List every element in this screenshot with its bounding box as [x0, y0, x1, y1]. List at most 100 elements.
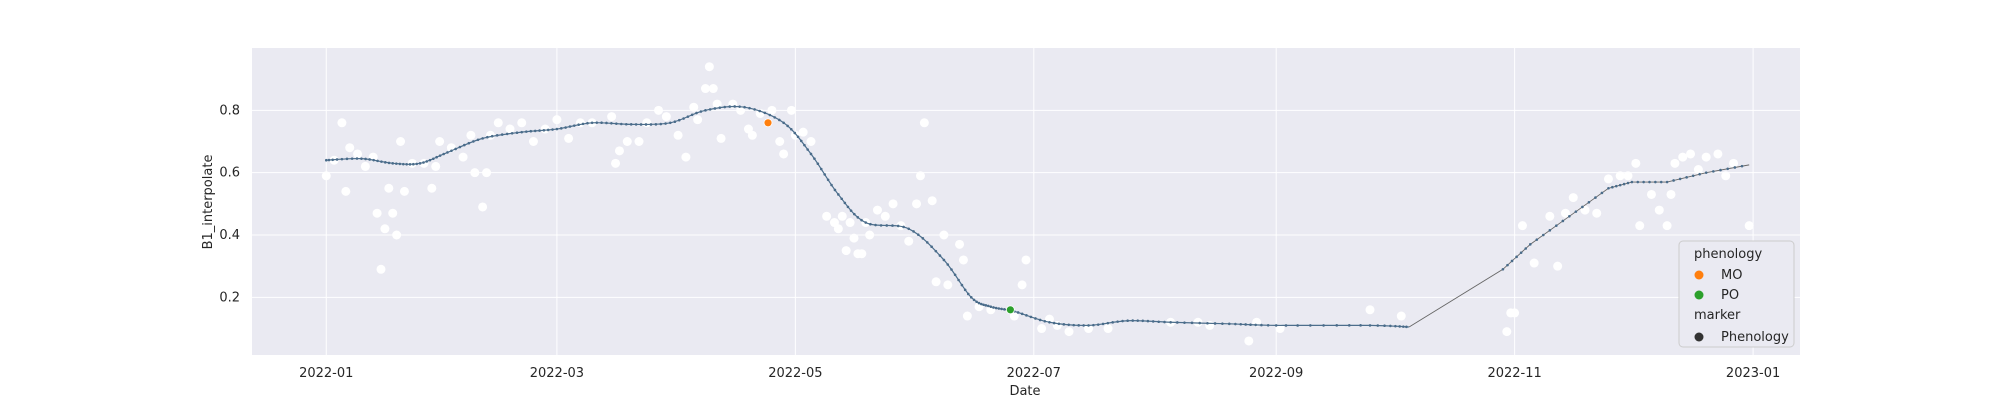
curve-point: [793, 131, 797, 135]
curve-point: [1244, 323, 1247, 326]
observation-point: [1713, 149, 1723, 159]
curve-point: [950, 268, 953, 271]
curve-point: [763, 111, 767, 115]
curve-point: [738, 105, 741, 108]
legend-box: [1678, 240, 1795, 348]
curve-point: [654, 123, 658, 126]
curve-point: [1607, 186, 1610, 190]
observation-point: [1592, 208, 1602, 218]
observation-point: [466, 130, 476, 140]
observation-point: [849, 233, 859, 243]
curve-point: [682, 117, 685, 120]
curve-point: [664, 122, 667, 125]
curve-point: [699, 110, 703, 113]
curve-point: [529, 129, 533, 133]
curve-point: [826, 178, 830, 182]
curve-point: [733, 105, 736, 108]
curve-point: [790, 127, 793, 131]
observation-point: [1654, 205, 1664, 215]
observation-point: [865, 230, 875, 240]
plot-background: [252, 48, 1800, 355]
curve-point: [395, 162, 398, 165]
observation-point: [798, 127, 808, 137]
curve-point: [364, 157, 367, 161]
observation-point: [845, 218, 855, 228]
observation-point: [564, 133, 574, 143]
observation-point: [384, 183, 394, 193]
legend-marker-title: marker: [1694, 308, 1741, 323]
grid-lines: [252, 48, 1800, 355]
curve-point: [1274, 324, 1278, 327]
observation-point: [435, 137, 445, 147]
curve-point: [555, 127, 559, 131]
observation-point: [478, 202, 488, 212]
curve-point: [1025, 314, 1028, 317]
observation-point: [517, 118, 527, 128]
observation-point: [1021, 255, 1031, 265]
observation-point: [1560, 208, 1570, 218]
observation-point: [958, 255, 968, 265]
curve-point: [1239, 322, 1243, 326]
observation-point: [822, 211, 832, 221]
curve-point: [695, 111, 698, 115]
observation-point: [1701, 152, 1711, 162]
observation-point: [1205, 320, 1215, 330]
curve-point: [1402, 325, 1405, 328]
observation-point: [431, 161, 441, 171]
curve-point: [869, 222, 872, 226]
observation-point: [1517, 221, 1527, 231]
curve-point: [1136, 319, 1140, 322]
curve-point: [1284, 324, 1288, 327]
curve-point: [748, 106, 751, 110]
curve-point: [551, 128, 554, 131]
curve-point: [803, 143, 806, 147]
observation-point: [1396, 311, 1406, 321]
observation-point: [622, 137, 632, 147]
curve-point: [934, 249, 938, 253]
curve-point: [1561, 219, 1565, 223]
observation-point: [872, 205, 882, 215]
curve-point: [398, 162, 402, 166]
curve-point: [415, 162, 418, 166]
curve-point: [982, 303, 985, 307]
curve-point: [1383, 324, 1386, 328]
curve-point: [1376, 324, 1380, 327]
observation-point: [1244, 336, 1254, 346]
curve-point: [458, 145, 462, 149]
curve-point: [921, 237, 925, 240]
curve-point: [743, 105, 746, 109]
legend-mo-label: MO: [1721, 268, 1742, 283]
observation-point: [321, 171, 331, 181]
curve-point: [446, 151, 449, 154]
y-axis-label: B1_interpolate: [201, 155, 216, 250]
curve-point: [1648, 180, 1651, 184]
curve-point: [1092, 323, 1095, 327]
curve-point: [476, 138, 480, 142]
curve-point: [1198, 321, 1202, 325]
curve-point: [1227, 322, 1231, 326]
curve-point: [758, 109, 762, 113]
observation-point: [493, 118, 503, 128]
curve-point: [450, 149, 453, 153]
observation-point: [927, 196, 937, 206]
curve-point: [486, 135, 489, 139]
observation-point: [1615, 171, 1625, 181]
curve-point: [360, 157, 363, 160]
curve-point: [1611, 185, 1614, 189]
observation-point: [337, 118, 347, 128]
observation-point: [427, 183, 437, 193]
curve-point: [538, 129, 541, 132]
observation-point: [540, 124, 550, 134]
observation-point: [1568, 193, 1578, 203]
observation-point: [642, 118, 652, 128]
observation-point: [353, 149, 363, 159]
x-axis-ticks: 2022-01 2022-03 2022-05 2022-07 2022-09 2022-…: [299, 366, 1780, 381]
observation-point: [1193, 317, 1203, 327]
curve-point: [799, 139, 803, 143]
observation-point: [904, 236, 914, 246]
observation-point: [841, 246, 851, 256]
observation-point: [1721, 171, 1731, 181]
observation-point: [1064, 327, 1074, 337]
curve-point: [1740, 164, 1744, 168]
